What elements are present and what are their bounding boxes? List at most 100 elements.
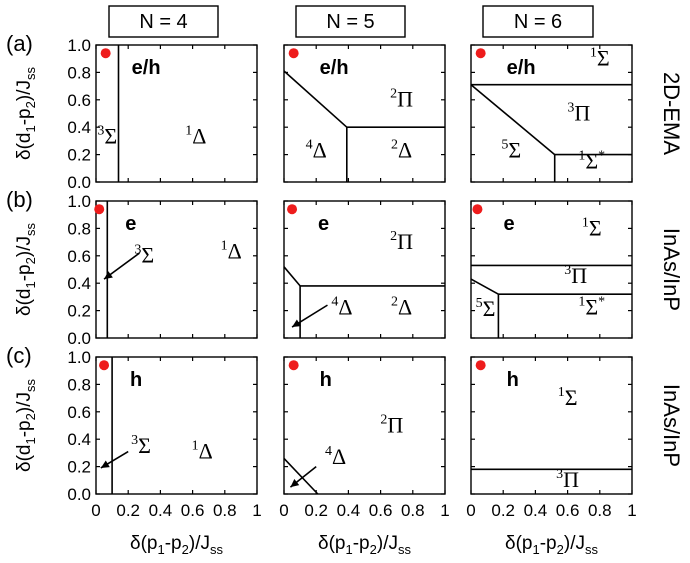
y-axis-title: δ(d1-p2)/Jss (14, 223, 38, 316)
y-tick-label: 1.0 (67, 348, 91, 367)
carrier-label: e (503, 213, 514, 235)
phase-boundary (470, 278, 499, 295)
phase-term-label: 2Δ (391, 137, 412, 162)
panel-frame (283, 356, 446, 495)
x-tick-label: 0.2 (116, 501, 140, 520)
y-axis-title: δ(d1-p2)/Jss (14, 379, 38, 472)
carrier-label: e/h (507, 57, 536, 79)
phase-term-label: 5Σ (476, 296, 496, 321)
phase-term-label: 4Δ (306, 137, 327, 162)
column-header-n5: N = 5 (326, 11, 374, 33)
column-header-box-n4 (108, 5, 219, 38)
x-tick-label: 0 (466, 501, 475, 520)
x-tick-label: 0.4 (337, 501, 361, 520)
row-label: InAs/InP (659, 384, 684, 467)
y-tick-label: 0.4 (67, 274, 91, 293)
panel-r1-c2: e 1Σ 3Π 5Σ 1Σ* (470, 200, 633, 339)
row-label: InAs/InP (659, 228, 684, 311)
column-header-box-n6 (482, 5, 594, 38)
y-tick-label: 0.4 (67, 118, 91, 137)
phase-term-label: 3Σ (134, 243, 154, 268)
phase-term-label: 1Σ* (578, 295, 605, 320)
[object SVGGElement]: δ(p1-p2)/Jss (318, 533, 411, 557)
panel-frame (470, 44, 633, 183)
x-tick-label: 0.8 (401, 501, 425, 520)
carrier-label: e (318, 213, 329, 235)
y-tick-label: 1.0 (67, 192, 91, 211)
phase-term-label: 1Δ (192, 438, 213, 463)
phase-term-label: 2Π (390, 229, 413, 254)
row-tag: (b) (6, 187, 33, 212)
carrier-label: e/h (320, 57, 349, 79)
panel-r1-c0: 0.0 0.2 0.4 0.6 0.8 1.0 e 3Σ 1Δ (67, 192, 258, 348)
x-tick-label: 1 (627, 501, 636, 520)
phase-term-label: 3Σ (97, 124, 117, 149)
phase-term-label: 4Δ (331, 295, 352, 320)
carrier-label: h (507, 369, 519, 391)
row-tags: (a) (b) (c) (6, 31, 33, 368)
phase-term-label: 2Π (390, 87, 413, 112)
x-tick-label: 1 (440, 501, 449, 520)
marker-dot (287, 204, 298, 215)
column-header-n6: N = 6 (514, 11, 562, 33)
x-tick-label: 0.8 (588, 501, 612, 520)
x-tick-label: 0.2 (491, 501, 515, 520)
carrier-label: e (125, 213, 136, 235)
x-tick-label: 0.6 (369, 501, 393, 520)
panel-frame (95, 44, 258, 183)
y-tick-label: 0.0 (67, 173, 91, 192)
[object SVGGElement]: δ(p1-p2)/Jss (130, 533, 223, 557)
arrow-head (292, 319, 302, 328)
arrow-head (104, 271, 113, 280)
x-axis-titles: δ(p1-p2)/Jss δ(p1-p2)/Jss δ(p1-p2)/Jss (130, 533, 598, 557)
x-tick-label: 0.4 (149, 501, 173, 520)
x-tick-label: 0.4 (524, 501, 548, 520)
row-tag: (a) (6, 31, 33, 56)
panel-r1-c1: e 2Π 4Δ 2Δ (283, 200, 446, 339)
x-tick-label: 0.8 (213, 501, 237, 520)
arrow-head (100, 460, 110, 468)
marker-dot (475, 360, 486, 371)
y-tick-label: 0.6 (67, 247, 91, 266)
marker-dot (472, 204, 483, 215)
marker-dot (288, 48, 299, 59)
phase-boundary (283, 266, 301, 287)
panel-r0-c0: 0.0 0.2 0.4 0.6 0.8 1.0 e/h 3Σ 1Δ (67, 36, 258, 192)
phase-boundary (283, 457, 319, 495)
y-axis-titles: δ(d1-p2)/Jss δ(d1-p2)/Jss δ(d1-p2)/Jss (14, 67, 38, 472)
panel-r0-c1: e/h 2Π 4Δ 2Δ (283, 44, 446, 183)
x-tick-label: 1 (252, 501, 261, 520)
phase-term-label: 5Σ (501, 137, 521, 162)
phase-term-label: 3Σ (131, 433, 151, 458)
phase-term-label: 3Π (556, 467, 579, 492)
row-label: 2D-EMA (659, 72, 684, 155)
y-tick-label: 0.8 (67, 219, 91, 238)
y-tick-label: 0.0 (67, 329, 91, 348)
carrier-label: e/h (132, 57, 161, 79)
marker-dot (94, 204, 105, 215)
x-tick-label: 0.2 (304, 501, 328, 520)
phase-term-label: 3Π (567, 100, 590, 125)
panel-frame (283, 200, 446, 339)
row-tag: (c) (6, 343, 32, 368)
carrier-label: h (130, 369, 142, 391)
marker-dot (288, 360, 299, 371)
panels: 0.0 0.2 0.4 0.6 0.8 1.0 e/h 3Σ 1Δ e/h 2Π 4Δ 2Δ e/h 1Σ 3… (67, 36, 636, 520)
phase-term-label: 4Δ (325, 444, 346, 469)
panel-frame (283, 44, 446, 183)
phase-boundary (283, 70, 348, 128)
phase-term-label: 1Σ (590, 46, 610, 71)
panel-frame (470, 200, 633, 339)
marker-dot (475, 48, 486, 59)
carrier-label: h (320, 369, 332, 391)
column-header-n4: N = 4 (139, 11, 187, 33)
phase-term-label: 2Π (380, 412, 403, 437)
y-axis-title: δ(d1-p2)/Jss (14, 67, 38, 160)
y-tick-label: 0.6 (67, 403, 91, 422)
y-tick-label: 0.8 (67, 63, 91, 82)
column-header-box-n5 (295, 5, 406, 38)
panel-r2-c2: 0 0.2 0.4 0.6 0.8 1 h 1Σ 3Π (466, 356, 637, 520)
x-tick-label: 0 (279, 501, 288, 520)
phase-term-label: 1Σ (582, 215, 602, 240)
